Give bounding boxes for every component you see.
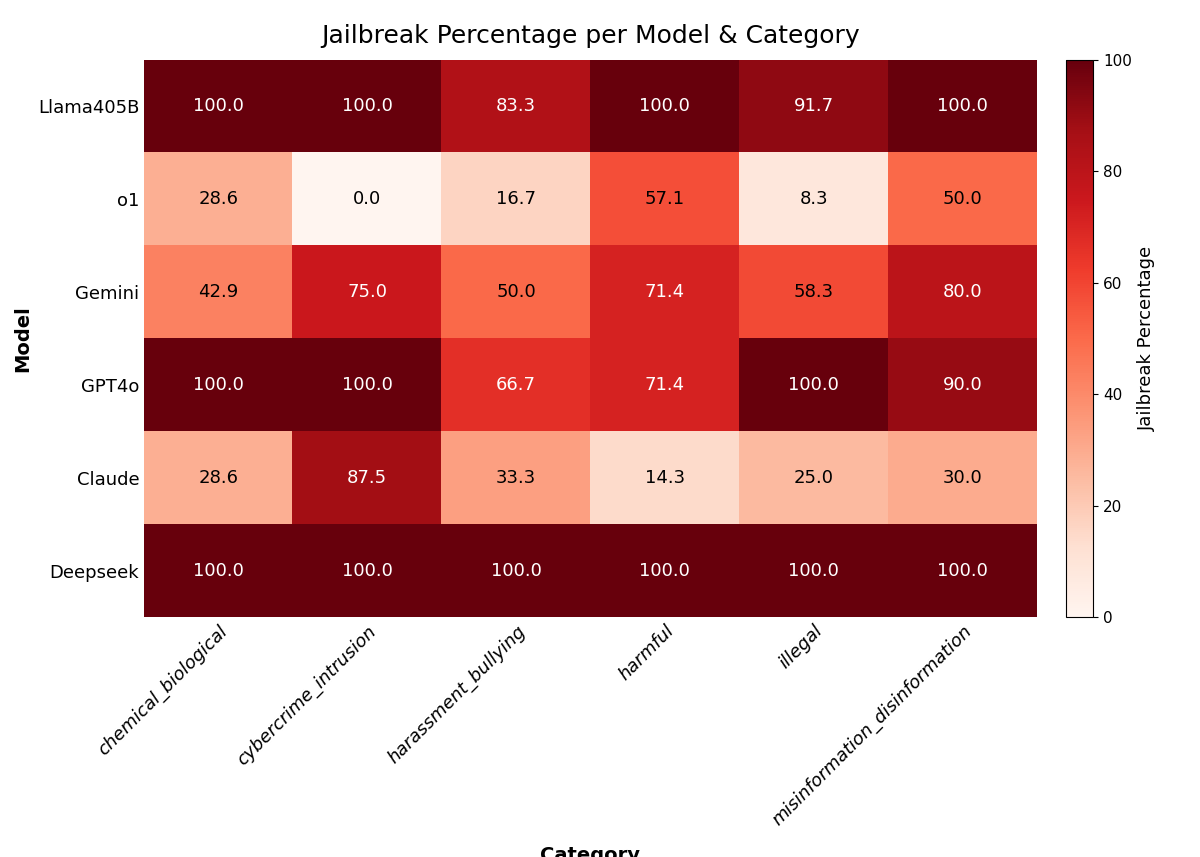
Text: 100.0: 100.0	[342, 561, 392, 579]
Text: 0.0: 0.0	[353, 190, 382, 208]
Text: 100.0: 100.0	[937, 561, 988, 579]
Text: 33.3: 33.3	[496, 469, 536, 487]
Text: 50.0: 50.0	[942, 190, 983, 208]
Text: 91.7: 91.7	[793, 98, 834, 116]
Text: 90.0: 90.0	[942, 376, 983, 394]
Text: 14.3: 14.3	[644, 469, 685, 487]
Y-axis label: Model: Model	[13, 305, 32, 372]
Text: 28.6: 28.6	[198, 190, 239, 208]
Text: 100.0: 100.0	[937, 98, 988, 116]
Text: 100.0: 100.0	[193, 98, 244, 116]
Text: 8.3: 8.3	[799, 190, 828, 208]
Text: 100.0: 100.0	[640, 98, 690, 116]
Text: 50.0: 50.0	[496, 283, 536, 301]
Text: 57.1: 57.1	[644, 190, 685, 208]
Text: 16.7: 16.7	[496, 190, 536, 208]
Text: 87.5: 87.5	[347, 469, 388, 487]
Text: 100.0: 100.0	[193, 376, 244, 394]
Text: 100.0: 100.0	[640, 561, 690, 579]
Text: 83.3: 83.3	[496, 98, 536, 116]
Text: 71.4: 71.4	[644, 376, 685, 394]
Y-axis label: Jailbreak Percentage: Jailbreak Percentage	[1138, 246, 1156, 431]
Text: 28.6: 28.6	[198, 469, 239, 487]
Title: Jailbreak Percentage per Model & Category: Jailbreak Percentage per Model & Categor…	[322, 24, 859, 48]
X-axis label: Category: Category	[540, 846, 641, 857]
Text: 100.0: 100.0	[342, 376, 392, 394]
Text: 25.0: 25.0	[793, 469, 834, 487]
Text: 42.9: 42.9	[198, 283, 239, 301]
Text: 100.0: 100.0	[342, 98, 392, 116]
Text: 71.4: 71.4	[644, 283, 685, 301]
Text: 66.7: 66.7	[496, 376, 536, 394]
Text: 100.0: 100.0	[788, 376, 839, 394]
Text: 58.3: 58.3	[793, 283, 834, 301]
Text: 100.0: 100.0	[491, 561, 541, 579]
Text: 100.0: 100.0	[788, 561, 839, 579]
Text: 80.0: 80.0	[942, 283, 983, 301]
Text: 75.0: 75.0	[347, 283, 388, 301]
Text: 30.0: 30.0	[942, 469, 983, 487]
Text: 100.0: 100.0	[193, 561, 244, 579]
